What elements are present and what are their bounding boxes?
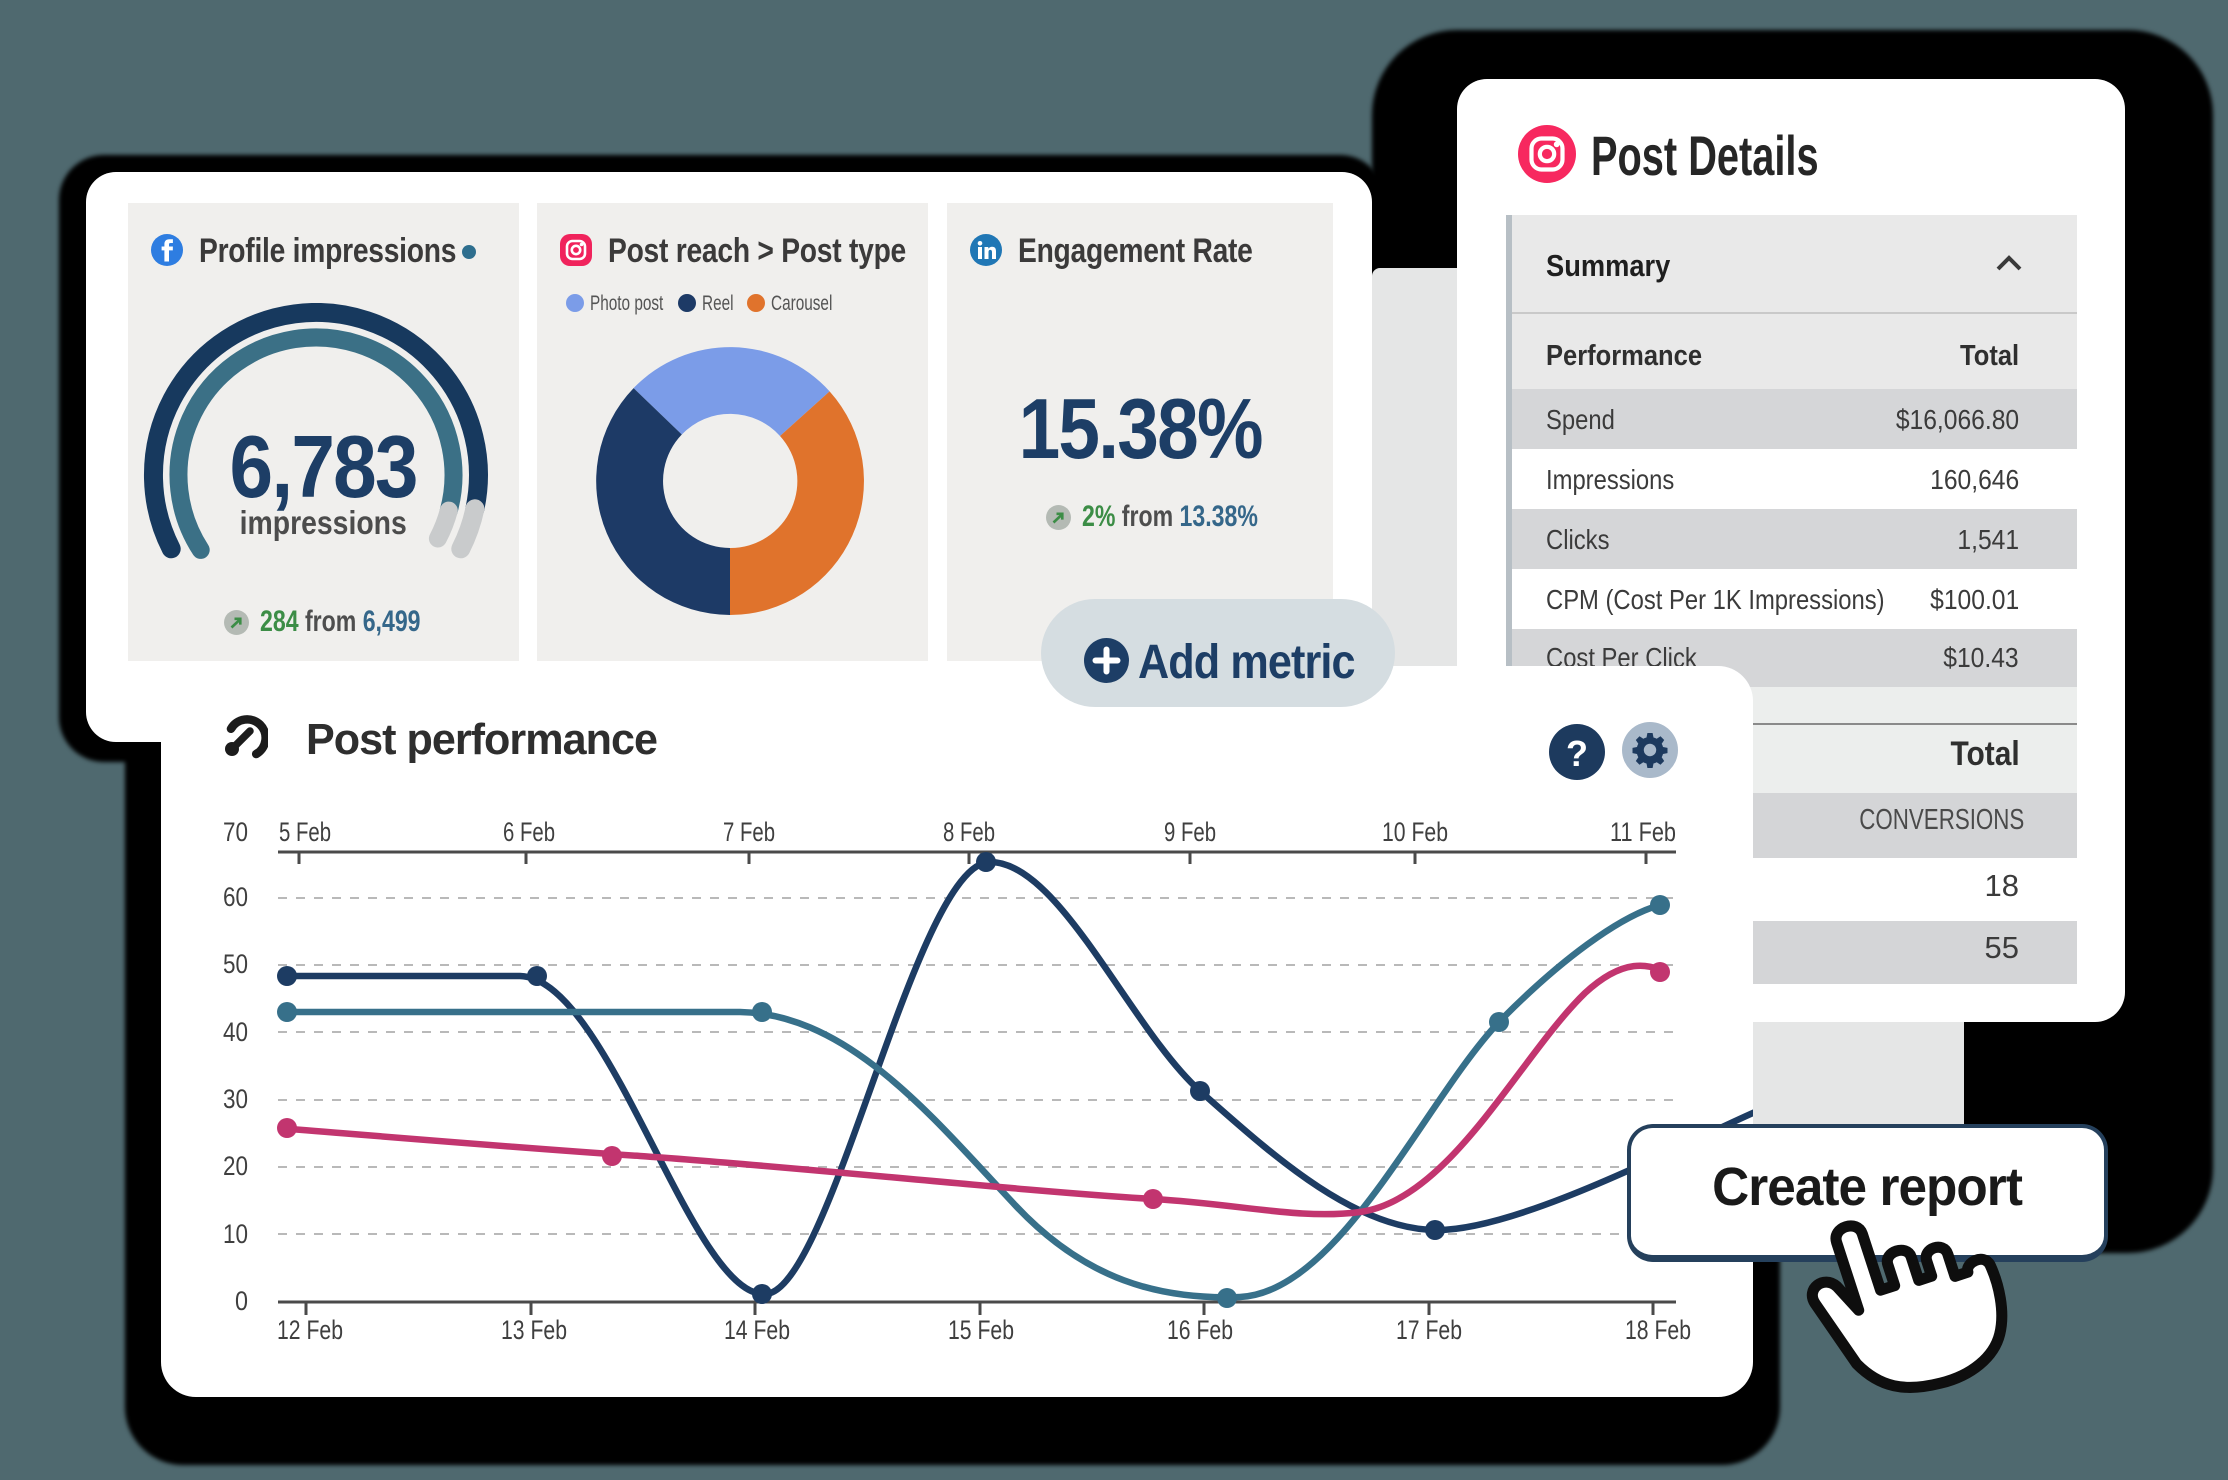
svg-text:14 Feb: 14 Feb [724,1315,790,1345]
svg-text:60: 60 [223,882,248,912]
svg-text:16 Feb: 16 Feb [1167,1315,1233,1345]
svg-text:12 Feb: 12 Feb [277,1315,343,1345]
svg-text:10 Feb: 10 Feb [1382,817,1448,847]
svg-text:9 Feb: 9 Feb [1164,817,1216,847]
svg-text:70: 70 [223,817,248,847]
svg-text:20: 20 [223,1151,248,1181]
svg-text:10: 10 [223,1219,248,1249]
svg-text:8 Feb: 8 Feb [943,817,995,847]
svg-text:5 Feb: 5 Feb [279,817,331,847]
svg-text:6 Feb: 6 Feb [503,817,555,847]
svg-text:7 Feb: 7 Feb [723,817,775,847]
svg-text:11 Feb: 11 Feb [1610,817,1676,847]
svg-text:17 Feb: 17 Feb [1396,1315,1462,1345]
svg-text:40: 40 [223,1017,248,1047]
svg-text:18 Feb: 18 Feb [1625,1315,1691,1345]
svg-text:30: 30 [223,1084,248,1114]
svg-text:13 Feb: 13 Feb [501,1315,567,1345]
svg-text:15 Feb: 15 Feb [948,1315,1014,1345]
svg-text:50: 50 [223,949,248,979]
svg-text:0: 0 [235,1286,248,1316]
